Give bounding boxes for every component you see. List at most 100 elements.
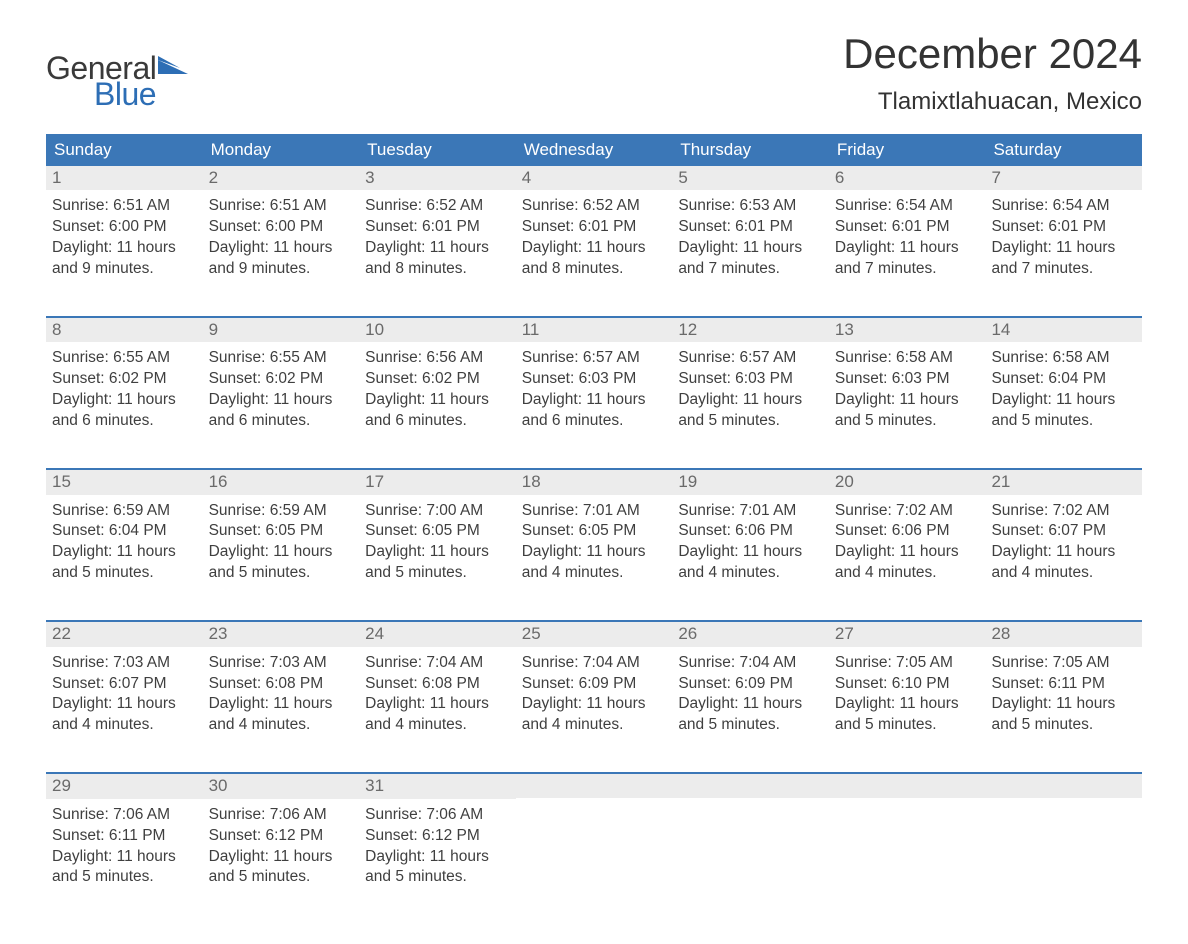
sunrise-text: Sunrise: 6:51 AM <box>52 196 197 217</box>
day-body: Sunrise: 6:59 AMSunset: 6:04 PMDaylight:… <box>46 495 203 611</box>
day-body: Sunrise: 6:52 AMSunset: 6:01 PMDaylight:… <box>516 190 673 306</box>
day-body: Sunrise: 7:03 AMSunset: 6:08 PMDaylight:… <box>203 647 360 763</box>
day-number: 23 <box>203 622 360 646</box>
week-row: 22Sunrise: 7:03 AMSunset: 6:07 PMDayligh… <box>46 620 1142 762</box>
day-number: 28 <box>985 622 1142 646</box>
sunrise-text: Sunrise: 7:01 AM <box>678 501 823 522</box>
sunrise-text: Sunrise: 7:04 AM <box>678 653 823 674</box>
week-row: 29Sunrise: 7:06 AMSunset: 6:11 PMDayligh… <box>46 772 1142 914</box>
empty-day-bar <box>829 774 986 798</box>
sunrise-text: Sunrise: 7:04 AM <box>522 653 667 674</box>
sunset-text: Sunset: 6:06 PM <box>678 521 823 542</box>
daylight-text-line2: and 8 minutes. <box>522 259 667 280</box>
sunset-text: Sunset: 6:08 PM <box>209 674 354 695</box>
week-row: 15Sunrise: 6:59 AMSunset: 6:04 PMDayligh… <box>46 468 1142 610</box>
day-number: 7 <box>985 166 1142 190</box>
sunrise-text: Sunrise: 7:05 AM <box>835 653 980 674</box>
day-body: Sunrise: 6:55 AMSunset: 6:02 PMDaylight:… <box>203 342 360 458</box>
day-number: 2 <box>203 166 360 190</box>
day-cell: 27Sunrise: 7:05 AMSunset: 6:10 PMDayligh… <box>829 622 986 762</box>
weekday-header: Thursday <box>672 134 829 166</box>
sunrise-text: Sunrise: 7:00 AM <box>365 501 510 522</box>
weekday-header: Saturday <box>985 134 1142 166</box>
day-number: 17 <box>359 470 516 494</box>
day-body: Sunrise: 7:06 AMSunset: 6:12 PMDaylight:… <box>359 799 516 915</box>
sunset-text: Sunset: 6:03 PM <box>678 369 823 390</box>
weekday-header: Tuesday <box>359 134 516 166</box>
sunset-text: Sunset: 6:01 PM <box>365 217 510 238</box>
empty-day-bar <box>516 774 673 798</box>
daylight-text-line2: and 6 minutes. <box>52 411 197 432</box>
daylight-text-line2: and 5 minutes. <box>52 563 197 584</box>
calendar: Sunday Monday Tuesday Wednesday Thursday… <box>46 134 1142 914</box>
day-number: 29 <box>46 774 203 798</box>
sunset-text: Sunset: 6:03 PM <box>522 369 667 390</box>
day-cell: 3Sunrise: 6:52 AMSunset: 6:01 PMDaylight… <box>359 166 516 306</box>
daylight-text-line1: Daylight: 11 hours <box>365 238 510 259</box>
daylight-text-line2: and 7 minutes. <box>991 259 1136 280</box>
sunset-text: Sunset: 6:12 PM <box>365 826 510 847</box>
daylight-text-line2: and 5 minutes. <box>678 411 823 432</box>
daylight-text-line1: Daylight: 11 hours <box>991 238 1136 259</box>
daylight-text-line1: Daylight: 11 hours <box>52 238 197 259</box>
day-cell: 14Sunrise: 6:58 AMSunset: 6:04 PMDayligh… <box>985 318 1142 458</box>
day-cell: 1Sunrise: 6:51 AMSunset: 6:00 PMDaylight… <box>46 166 203 306</box>
daylight-text-line1: Daylight: 11 hours <box>678 390 823 411</box>
day-number: 21 <box>985 470 1142 494</box>
daylight-text-line2: and 6 minutes. <box>522 411 667 432</box>
daylight-text-line1: Daylight: 11 hours <box>522 694 667 715</box>
daylight-text-line1: Daylight: 11 hours <box>835 694 980 715</box>
day-number: 31 <box>359 774 516 798</box>
day-number: 8 <box>46 318 203 342</box>
day-body: Sunrise: 7:01 AMSunset: 6:05 PMDaylight:… <box>516 495 673 611</box>
sunset-text: Sunset: 6:07 PM <box>991 521 1136 542</box>
daylight-text-line2: and 4 minutes. <box>835 563 980 584</box>
day-cell: 21Sunrise: 7:02 AMSunset: 6:07 PMDayligh… <box>985 470 1142 610</box>
daylight-text-line1: Daylight: 11 hours <box>678 694 823 715</box>
daylight-text-line1: Daylight: 11 hours <box>52 390 197 411</box>
sunrise-text: Sunrise: 6:55 AM <box>209 348 354 369</box>
day-number: 22 <box>46 622 203 646</box>
sunrise-text: Sunrise: 6:58 AM <box>835 348 980 369</box>
day-cell: 15Sunrise: 6:59 AMSunset: 6:04 PMDayligh… <box>46 470 203 610</box>
day-cell: 5Sunrise: 6:53 AMSunset: 6:01 PMDaylight… <box>672 166 829 306</box>
sunset-text: Sunset: 6:02 PM <box>365 369 510 390</box>
day-body: Sunrise: 7:02 AMSunset: 6:06 PMDaylight:… <box>829 495 986 611</box>
day-body: Sunrise: 7:05 AMSunset: 6:11 PMDaylight:… <box>985 647 1142 763</box>
daylight-text-line1: Daylight: 11 hours <box>365 390 510 411</box>
sunset-text: Sunset: 6:09 PM <box>678 674 823 695</box>
daylight-text-line1: Daylight: 11 hours <box>365 847 510 868</box>
daylight-text-line2: and 5 minutes. <box>52 867 197 888</box>
day-number: 3 <box>359 166 516 190</box>
sunset-text: Sunset: 6:05 PM <box>522 521 667 542</box>
sunrise-text: Sunrise: 7:04 AM <box>365 653 510 674</box>
day-number: 27 <box>829 622 986 646</box>
sunrise-text: Sunrise: 7:02 AM <box>991 501 1136 522</box>
day-body: Sunrise: 7:00 AMSunset: 6:05 PMDaylight:… <box>359 495 516 611</box>
sunset-text: Sunset: 6:12 PM <box>209 826 354 847</box>
daylight-text-line2: and 4 minutes. <box>52 715 197 736</box>
day-number: 10 <box>359 318 516 342</box>
day-number: 4 <box>516 166 673 190</box>
day-cell: 2Sunrise: 6:51 AMSunset: 6:00 PMDaylight… <box>203 166 360 306</box>
sunrise-text: Sunrise: 6:52 AM <box>365 196 510 217</box>
weekday-header-row: Sunday Monday Tuesday Wednesday Thursday… <box>46 134 1142 166</box>
day-body: Sunrise: 6:52 AMSunset: 6:01 PMDaylight:… <box>359 190 516 306</box>
sunrise-text: Sunrise: 7:06 AM <box>52 805 197 826</box>
sunset-text: Sunset: 6:00 PM <box>209 217 354 238</box>
daylight-text-line1: Daylight: 11 hours <box>991 390 1136 411</box>
day-body: Sunrise: 6:59 AMSunset: 6:05 PMDaylight:… <box>203 495 360 611</box>
sunset-text: Sunset: 6:01 PM <box>522 217 667 238</box>
daylight-text-line2: and 4 minutes. <box>209 715 354 736</box>
daylight-text-line1: Daylight: 11 hours <box>991 542 1136 563</box>
day-body: Sunrise: 7:02 AMSunset: 6:07 PMDaylight:… <box>985 495 1142 611</box>
day-number: 26 <box>672 622 829 646</box>
sunset-text: Sunset: 6:00 PM <box>52 217 197 238</box>
daylight-text-line1: Daylight: 11 hours <box>835 390 980 411</box>
day-number: 11 <box>516 318 673 342</box>
daylight-text-line2: and 7 minutes. <box>835 259 980 280</box>
day-cell: 17Sunrise: 7:00 AMSunset: 6:05 PMDayligh… <box>359 470 516 610</box>
daylight-text-line2: and 9 minutes. <box>209 259 354 280</box>
daylight-text-line1: Daylight: 11 hours <box>522 542 667 563</box>
sunset-text: Sunset: 6:05 PM <box>209 521 354 542</box>
